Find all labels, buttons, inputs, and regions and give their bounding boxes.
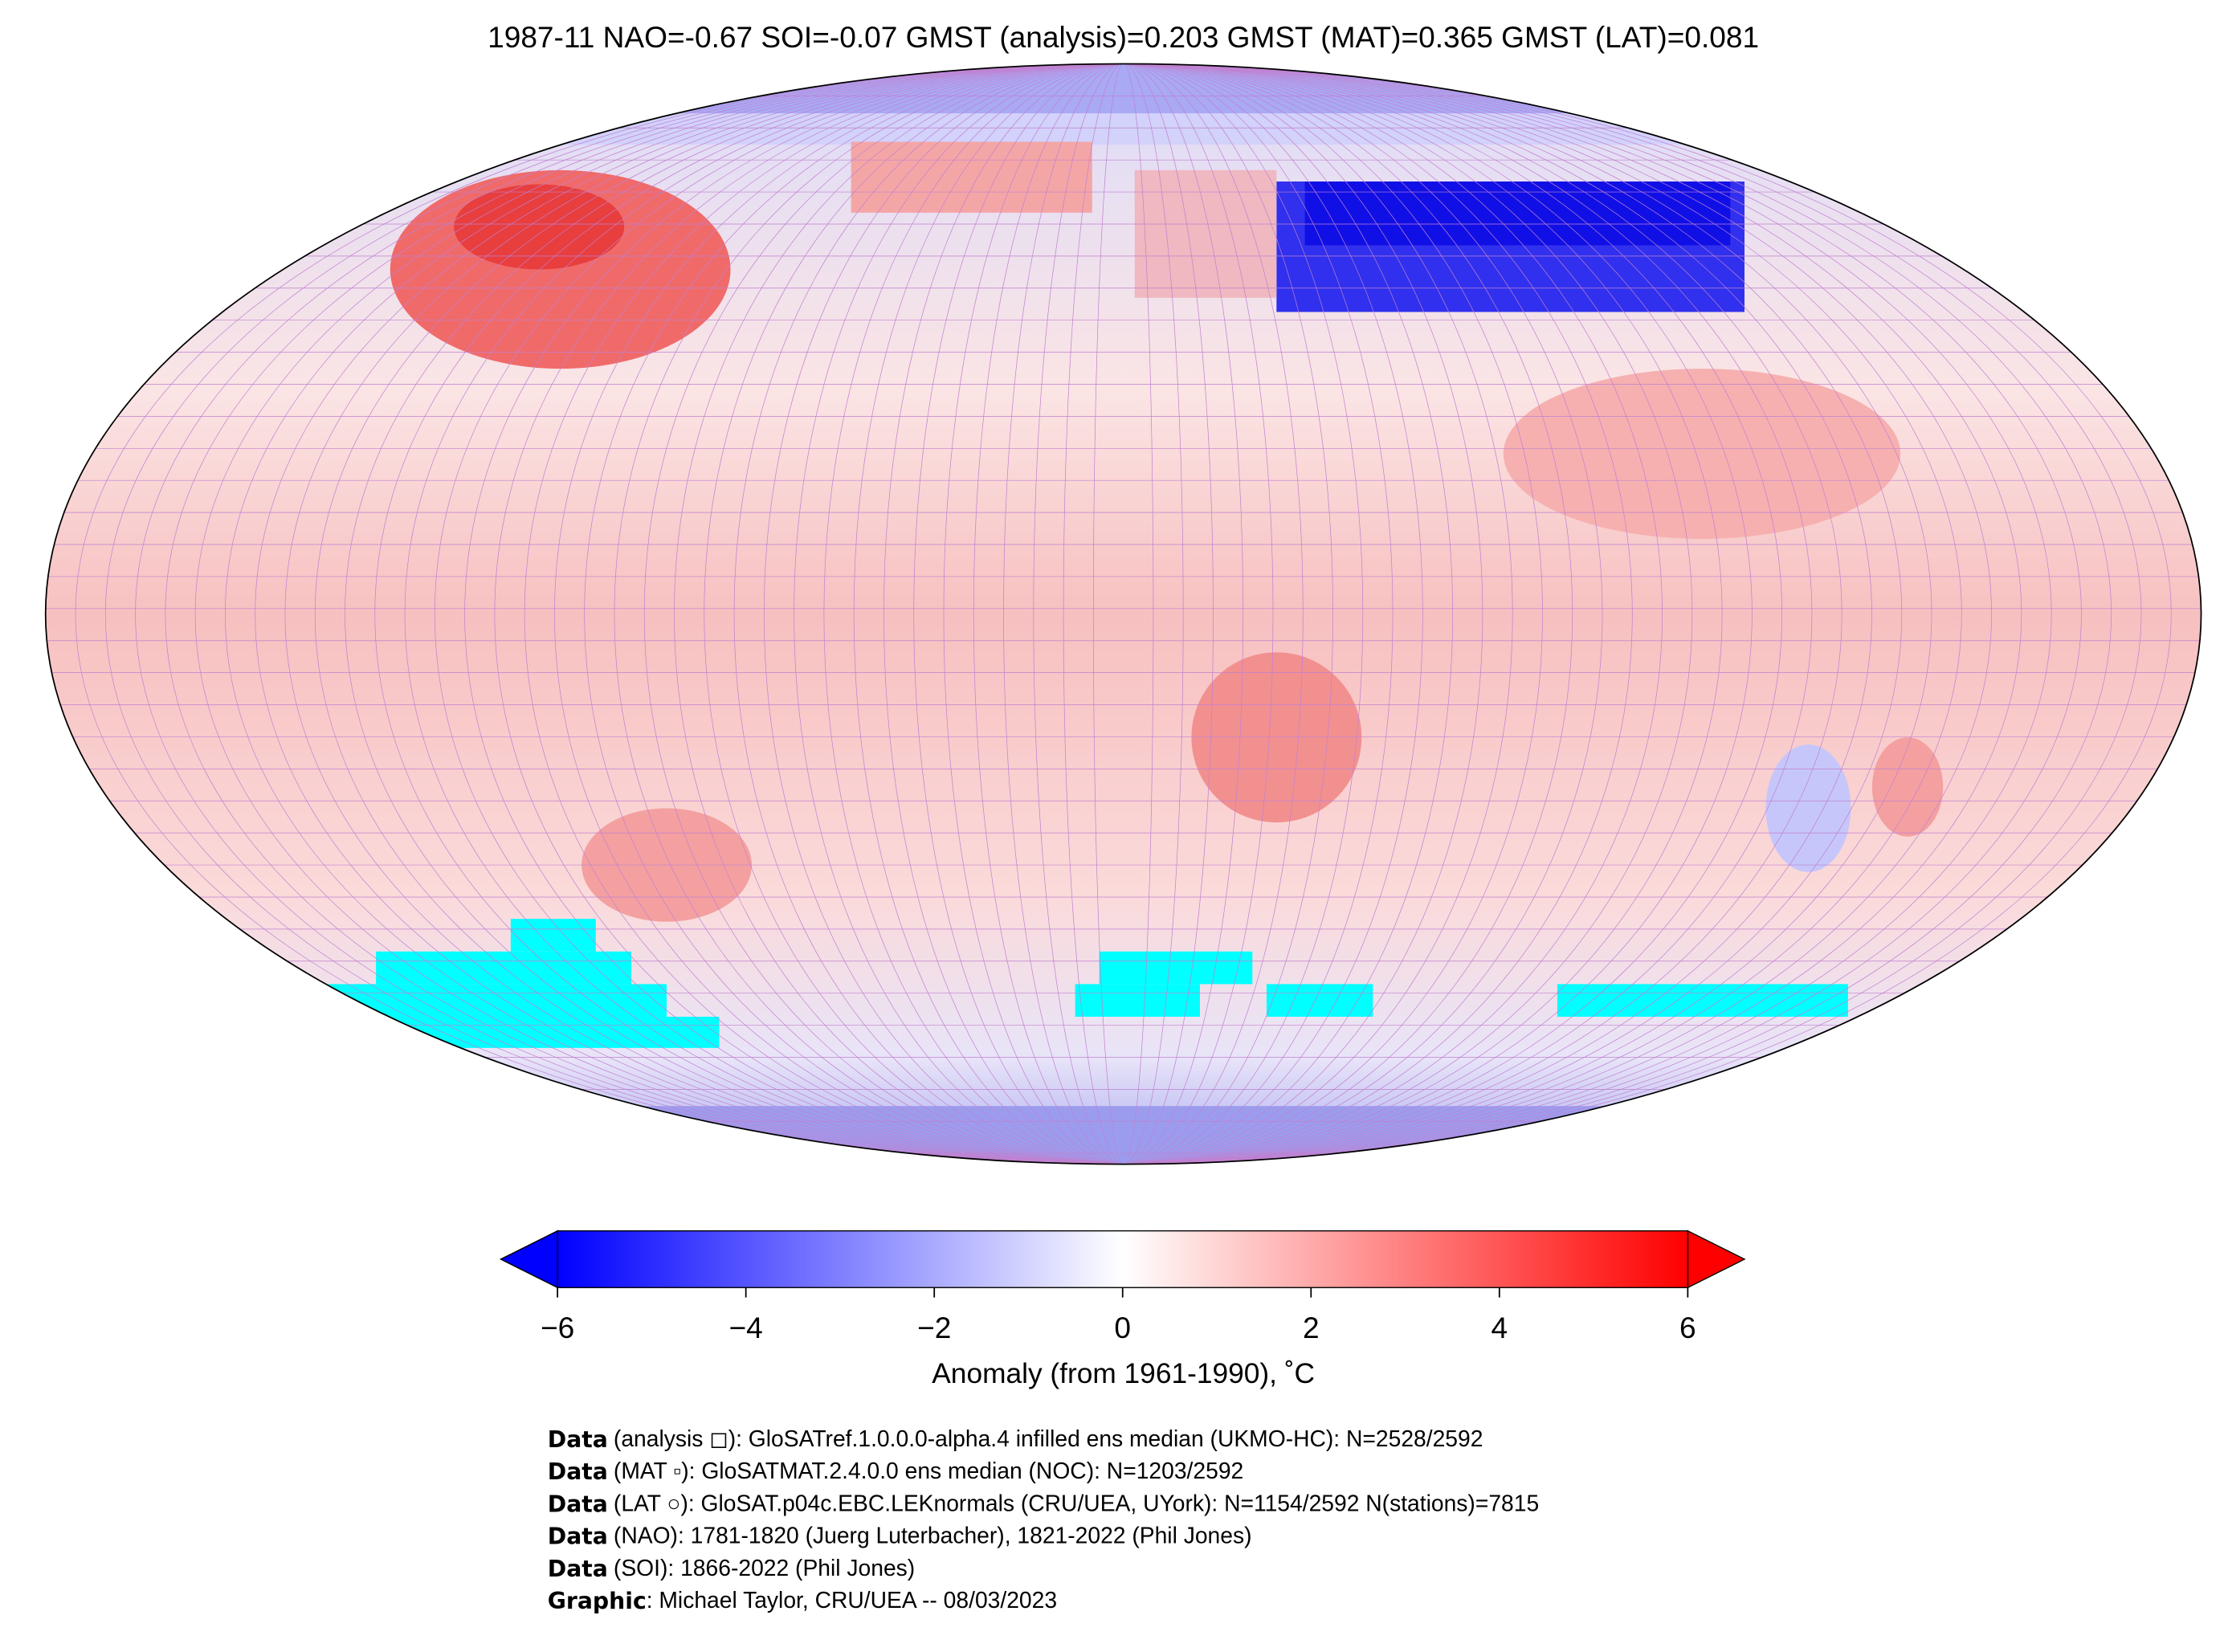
map-outline — [44, 63, 2202, 1165]
colorbar: −6 −4 −2 0 2 4 6 — [499, 1230, 1746, 1344]
map-title: 1987-11 NAO=-0.67 SOI=-0.07 GMST (analys… — [488, 20, 1759, 54]
footer: Data (analysis ◻): GloSATref.1.0.0.0-alph… — [548, 1426, 1539, 1614]
colorbar-extend-high — [1687, 1230, 1746, 1289]
footer-line: Data (SOI): 1866-2022 (Phil Jones) — [548, 1555, 915, 1582]
footer-text: : Michael Taylor, CRU/UEA -- 08/03/2023 — [647, 1588, 1057, 1613]
anomaly-field — [851, 141, 1092, 213]
footer-line: Data (MAT ▫): GloSATMAT.2.4.0.0 ens media… — [548, 1458, 1243, 1486]
anomaly-field — [1134, 169, 1277, 298]
footer-line: Graphic: Michael Taylor, CRU/UEA -- 08/0… — [548, 1588, 1057, 1615]
colorbar-label: Anomaly (from 1961-1990), ˚C — [932, 1358, 1315, 1389]
footer-text: (MAT ▫): GloSATMAT.2.4.0.0 ens median (N… — [614, 1458, 1243, 1484]
footer-label: Data — [548, 1426, 608, 1453]
colorbar-tick-label: −4 — [729, 1311, 763, 1344]
anomaly-field — [1191, 652, 1362, 823]
footer-text: (SOI): 1866-2022 (Phil Jones) — [614, 1555, 915, 1581]
anomaly-field — [1765, 744, 1851, 872]
footer-label: Graphic — [548, 1588, 647, 1614]
anomaly-field — [45, 1106, 2202, 1165]
footer-text: (LAT ○): GloSAT.p04c.EBC.LEKnormals (CRU… — [614, 1491, 1539, 1516]
anomaly-field — [1871, 737, 1944, 837]
colorbar-tick-label: 0 — [1114, 1311, 1131, 1344]
anomaly-field — [45, 63, 2202, 114]
graticule — [45, 63, 2202, 1165]
anomaly-field — [454, 184, 625, 270]
colorbar-tick-label: −2 — [917, 1311, 951, 1344]
footer-label: Data — [548, 1458, 608, 1485]
map — [45, 63, 2202, 1165]
anomaly-field — [45, 113, 2202, 145]
footer-text: (NAO): 1781-1820 (Juerg Luterbacher), 18… — [614, 1523, 1252, 1548]
colorbar-extend-low — [499, 1230, 558, 1289]
footer-line: Data (LAT ○): GloSAT.p04c.EBC.LEKnormals … — [548, 1491, 1539, 1518]
footer-line: Data (NAO): 1781-1820 (Juerg Luterbacher)… — [548, 1523, 1252, 1550]
footer-label: Data — [548, 1524, 608, 1550]
footer-line: Data (analysis ◻): GloSATref.1.0.0.0-alph… — [548, 1426, 1483, 1453]
colorbar-tick-label: 4 — [1492, 1311, 1508, 1344]
colorbar-body — [557, 1230, 1689, 1288]
colorbar-tick-label: 6 — [1679, 1311, 1696, 1344]
footer-label: Data — [548, 1491, 608, 1517]
colorbar-tick-label: −6 — [541, 1311, 574, 1344]
anomaly-field — [1503, 369, 1901, 539]
colorbar-tick-label: 2 — [1303, 1311, 1320, 1344]
footer-text: (analysis ◻): GloSATref.1.0.0.0-alpha.4 … — [614, 1426, 1483, 1451]
footer-label: Data — [548, 1556, 608, 1582]
